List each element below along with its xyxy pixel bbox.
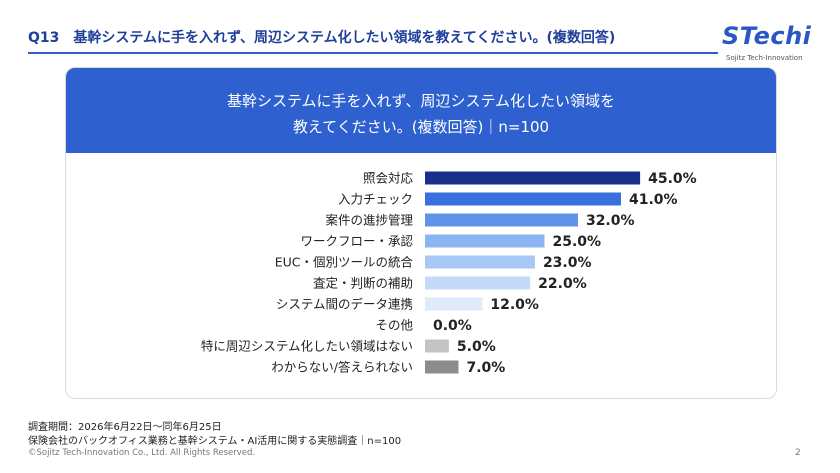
bar xyxy=(425,192,621,206)
value-label: 41.0% xyxy=(629,192,678,208)
value-label: 25.0% xyxy=(553,234,602,250)
category-label: 案件の進捗管理 xyxy=(325,213,413,228)
bar xyxy=(425,255,535,269)
category-label: システム間のデータ連携 xyxy=(276,297,413,312)
category-label: 入力チェック xyxy=(338,192,413,207)
logo-wordmark: STechi xyxy=(722,22,812,50)
value-label: 0.0% xyxy=(433,318,472,334)
company-logo: STechi Sojitz Tech-Innovation xyxy=(722,22,820,68)
survey-period: 調査期間：2026年6月22日〜同年6月25日 xyxy=(28,422,222,433)
value-label: 45.0% xyxy=(648,171,697,187)
bar xyxy=(425,360,459,374)
page-header-title: Q13 基幹システムに手を入れず、周辺システム化したい領域を教えてください。(複… xyxy=(28,30,616,46)
bar xyxy=(425,339,449,353)
bar-chart: 照会対応 45.0% 入力チェック 41.0% 案件の進捗管理 32.0% ワークフロー・承… xyxy=(201,171,697,377)
bar xyxy=(425,297,483,311)
bar xyxy=(425,234,545,248)
logo-subtitle: Sojitz Tech-Innovation xyxy=(726,54,803,62)
bar xyxy=(425,276,531,290)
category-label: その他 xyxy=(375,318,413,333)
copyright-notice: ©Sojitz Tech-Innovation Co., Ltd. All Ri… xyxy=(28,448,256,458)
header-divider xyxy=(28,52,718,54)
bar xyxy=(425,171,641,185)
category-label: 特に周辺システム化したい領域はない xyxy=(201,339,413,354)
value-label: 12.0% xyxy=(490,297,539,313)
bar xyxy=(425,213,578,227)
chart-title-line-2: 教えてください。(複数回答)｜n=100 xyxy=(292,118,550,136)
category-label: わからない/答えられない xyxy=(271,360,413,375)
chart-card: 基幹システムに手を入れず、周辺システム化したい領域を 教えてください。(複数回答… xyxy=(65,67,777,399)
chart-title-line-1: 基幹システムに手を入れず、周辺システム化したい領域を xyxy=(226,92,616,110)
page-number: 2 xyxy=(795,448,801,458)
category-label: ワークフロー・承認 xyxy=(300,234,413,249)
value-label: 32.0% xyxy=(586,213,635,229)
category-label: EUC・個別ツールの統合 xyxy=(275,255,414,270)
survey-description: 保険会社のバックオフィス業務と基幹システム・AI活用に関する実態調査｜n=100 xyxy=(28,436,402,447)
value-label: 22.0% xyxy=(538,276,587,292)
value-label: 23.0% xyxy=(543,255,592,271)
value-label: 5.0% xyxy=(457,339,496,355)
chart-card-header: 基幹システムに手を入れず、周辺システム化したい領域を 教えてください。(複数回答… xyxy=(66,68,776,153)
value-label: 7.0% xyxy=(466,360,505,376)
category-label: 査定・判断の補助 xyxy=(313,276,413,291)
category-label: 照会対応 xyxy=(363,171,414,186)
